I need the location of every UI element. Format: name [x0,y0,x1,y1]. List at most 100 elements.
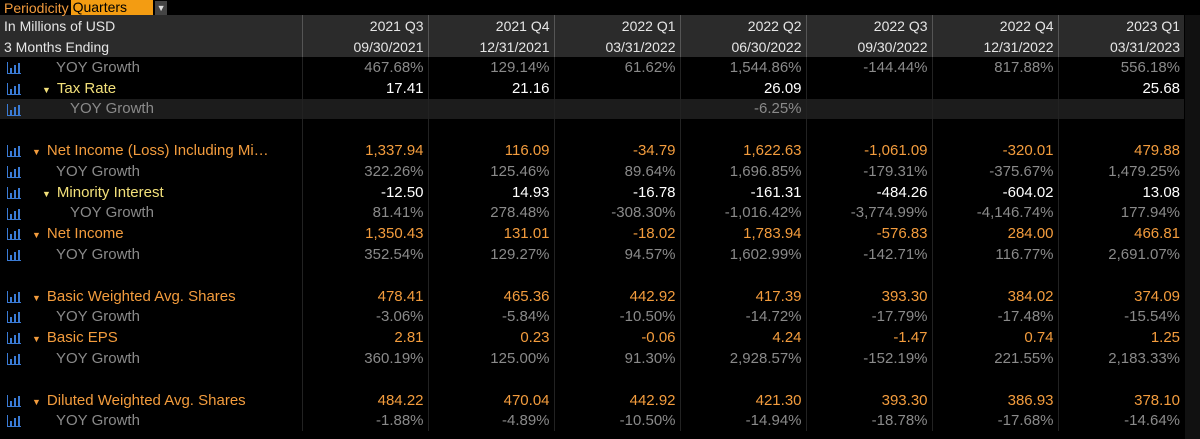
cell-value[interactable] [1057,119,1185,141]
cell-value[interactable] [805,368,933,390]
cell-value[interactable]: 1.25 [1057,327,1185,349]
cell-value[interactable]: -17.68% [931,410,1059,432]
cell-value[interactable]: 393.30 [805,389,933,411]
cell-value[interactable] [805,98,933,120]
collapse-caret-icon[interactable]: ▼ [42,188,51,199]
cell-value[interactable]: -14.64% [1057,410,1185,432]
cell-value[interactable]: -10.50% [553,306,681,328]
cell-value[interactable]: -152.19% [805,348,933,369]
cell-value[interactable] [1057,264,1185,286]
cell-value[interactable]: -604.02 [931,181,1059,203]
cell-value[interactable] [805,119,933,141]
cell-value[interactable] [301,264,429,286]
bar-chart-icon[interactable] [7,394,21,407]
cell-value[interactable]: 352.54% [301,244,429,265]
bar-chart-icon[interactable] [7,415,21,428]
cell-value[interactable]: -320.01 [931,140,1059,161]
cell-value[interactable]: 1,696.85% [679,160,807,182]
bar-chart-icon[interactable] [7,228,21,241]
cell-value[interactable]: 479.88 [1057,140,1185,161]
period-header[interactable]: 2022 Q3 [805,15,933,36]
cell-value[interactable]: 1,783.94 [679,223,807,245]
bar-chart-icon[interactable] [7,186,21,199]
cell-value[interactable] [1057,98,1185,120]
cell-value[interactable]: -10.50% [553,410,681,432]
bar-chart-icon[interactable] [7,165,21,178]
cell-value[interactable]: 393.30 [805,285,933,307]
cell-value[interactable]: 466.81 [1057,223,1185,245]
cell-value[interactable]: 129.14% [427,57,555,78]
cell-value[interactable]: -142.71% [805,244,933,265]
cell-value[interactable]: 478.41 [301,285,429,307]
cell-value[interactable]: 360.19% [301,348,429,369]
cell-value[interactable]: -5.84% [427,306,555,328]
cell-value[interactable]: -4.89% [427,410,555,432]
cell-value[interactable] [427,264,555,286]
cell-value[interactable]: 125.00% [427,348,555,369]
cell-value[interactable]: -16.78 [553,181,681,203]
cell-value[interactable]: -18.02 [553,223,681,245]
cell-value[interactable]: 61.62% [553,57,681,78]
cell-value[interactable] [931,98,1059,120]
chevron-down-icon[interactable]: ▼ [155,0,168,15]
collapse-caret-icon[interactable]: ▼ [32,147,41,158]
cell-value[interactable]: -18.78% [805,410,933,432]
cell-value[interactable]: 484.22 [301,389,429,411]
cell-value[interactable] [805,264,933,286]
cell-value[interactable] [679,368,807,390]
cell-value[interactable]: -1.47 [805,327,933,349]
cell-value[interactable]: 470.04 [427,389,555,411]
periodicity-select[interactable]: Quarters [70,0,154,15]
cell-value[interactable]: 13.08 [1057,181,1185,203]
cell-value[interactable]: -1,016.42% [679,202,807,224]
cell-value[interactable]: 91.30% [553,348,681,369]
cell-value[interactable]: -144.44% [805,57,933,78]
cell-value[interactable]: 2.81 [301,327,429,349]
cell-value[interactable]: 25.68 [1057,77,1185,99]
cell-value[interactable]: 556.18% [1057,57,1185,78]
cell-value[interactable] [931,368,1059,390]
bar-chart-icon[interactable] [7,290,21,303]
cell-value[interactable] [679,119,807,141]
cell-value[interactable] [301,368,429,390]
cell-value[interactable]: 278.48% [427,202,555,224]
cell-value[interactable]: 94.57% [553,244,681,265]
cell-value[interactable] [427,98,555,120]
cell-value[interactable]: 221.55% [931,348,1059,369]
cell-value[interactable]: -34.79 [553,140,681,161]
cell-value[interactable]: -576.83 [805,223,933,245]
cell-value[interactable]: -15.54% [1057,306,1185,328]
cell-value[interactable]: 442.92 [553,389,681,411]
cell-value[interactable]: 322.26% [301,160,429,182]
cell-value[interactable] [679,264,807,286]
cell-value[interactable] [553,119,681,141]
cell-value[interactable]: 467.68% [301,57,429,78]
cell-value[interactable]: 131.01 [427,223,555,245]
cell-value[interactable]: 2,691.07% [1057,244,1185,265]
period-header[interactable]: 2022 Q2 [679,15,807,36]
bar-chart-icon[interactable] [7,103,21,116]
cell-value[interactable]: 116.77% [931,244,1059,265]
period-header[interactable]: 2021 Q4 [427,15,555,36]
cell-value[interactable]: 81.41% [301,202,429,224]
cell-value[interactable] [931,264,1059,286]
cell-value[interactable] [301,98,429,120]
cell-value[interactable] [301,119,429,141]
bar-chart-icon[interactable] [7,82,21,95]
cell-value[interactable]: 2,928.57% [679,348,807,369]
cell-value[interactable]: 89.64% [553,160,681,182]
cell-value[interactable]: 386.93 [931,389,1059,411]
cell-value[interactable]: 17.41 [301,77,429,99]
cell-value[interactable]: -1,061.09 [805,140,933,161]
cell-value[interactable] [1057,368,1185,390]
cell-value[interactable]: -14.94% [679,410,807,432]
cell-value[interactable]: 817.88% [931,57,1059,78]
cell-value[interactable]: 14.93 [427,181,555,203]
cell-value[interactable]: 465.36 [427,285,555,307]
cell-value[interactable]: 0.74 [931,327,1059,349]
bar-chart-icon[interactable] [7,332,21,345]
cell-value[interactable]: -1.88% [301,410,429,432]
cell-value[interactable]: 1,337.94 [301,140,429,161]
cell-value[interactable]: 1,622.63 [679,140,807,161]
cell-value[interactable] [931,77,1059,99]
